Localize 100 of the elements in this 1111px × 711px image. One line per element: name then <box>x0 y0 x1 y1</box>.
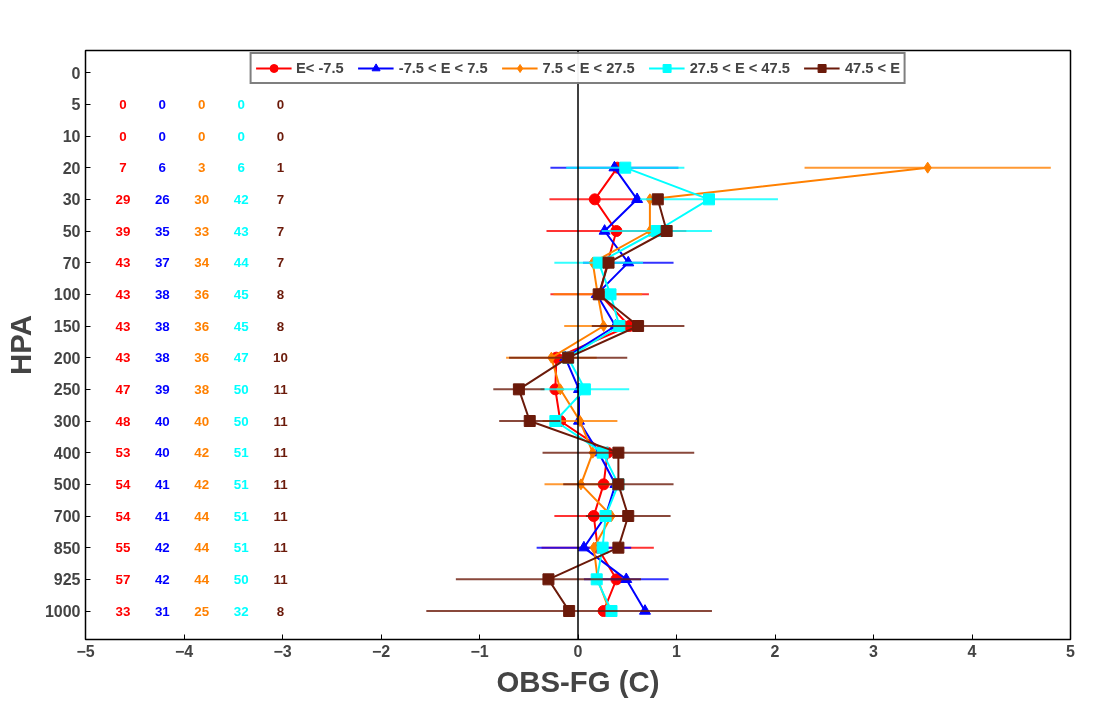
annotation: 0 <box>158 128 167 144</box>
annotation: 0 <box>119 96 127 112</box>
y-tick-label: 300 <box>53 413 81 430</box>
annotation: 42 <box>194 476 210 492</box>
y-tick-label: 50 <box>62 223 81 240</box>
annotation: 34 <box>194 255 210 271</box>
annotation: 43 <box>233 223 249 239</box>
annotation: 11 <box>273 571 289 587</box>
annotation: 0 <box>276 96 285 112</box>
x-tick-label: −2 <box>371 642 391 660</box>
annotation: 25 <box>194 603 210 619</box>
annotation: 3 <box>198 160 206 176</box>
annotation: 11 <box>273 540 289 556</box>
annotation: 57 <box>115 571 131 587</box>
annotation: 31 <box>154 603 171 619</box>
annotation: 7 <box>276 255 285 271</box>
annotation: 43 <box>115 318 131 334</box>
annotation: 1 <box>276 160 285 176</box>
y-tick-label: 925 <box>53 571 81 589</box>
annotation: 0 <box>198 96 206 112</box>
annotation: 43 <box>115 350 131 366</box>
annotation: 7 <box>119 160 127 176</box>
y-tick-label: 250 <box>53 381 81 399</box>
annotation: 11 <box>273 476 289 492</box>
y-tick-label: 150 <box>53 318 81 335</box>
legend-label: 7.5 < E < 27.5 <box>542 60 635 76</box>
y-tick-label: 1000 <box>44 603 81 620</box>
legend-label: 27.5 < E < 47.5 <box>689 60 790 76</box>
annotation: 54 <box>115 508 131 524</box>
y-axis-title: HPA <box>3 315 37 375</box>
annotation: 48 <box>115 413 131 429</box>
y-tick-label: 70 <box>62 254 81 272</box>
annotation: 6 <box>158 160 167 176</box>
y-tick-label: 5 <box>71 96 81 114</box>
annotation: 7 <box>276 223 285 239</box>
annotation: 40 <box>154 445 170 461</box>
annotation: 33 <box>115 603 131 619</box>
annotation: 37 <box>154 255 170 271</box>
annotation: 29 <box>115 191 131 207</box>
x-tick-label: 5 <box>1066 642 1076 660</box>
annotation: 44 <box>194 540 210 556</box>
annotation: 0 <box>237 128 245 144</box>
annotation: 47 <box>115 381 131 397</box>
annotation: 44 <box>194 508 210 524</box>
annotation: 53 <box>115 445 131 461</box>
x-tick-label: 0 <box>573 642 583 660</box>
annotation: 0 <box>237 96 245 112</box>
annotation: 40 <box>194 413 210 429</box>
annotation: 41 <box>154 476 171 492</box>
annotation: 38 <box>154 286 170 302</box>
annotation: 38 <box>194 381 210 397</box>
annotation: 36 <box>194 286 210 302</box>
annotation: 51 <box>233 508 250 524</box>
annotation: 42 <box>233 191 249 207</box>
annotation: 41 <box>154 508 171 524</box>
annotation: 43 <box>115 255 131 271</box>
annotation: 38 <box>154 318 170 334</box>
y-tick-label: 200 <box>53 349 81 367</box>
annotation: 32 <box>233 603 249 619</box>
annotation: 36 <box>194 350 210 366</box>
annotation: 8 <box>276 318 285 334</box>
annotation: 42 <box>154 540 170 556</box>
annotation: 45 <box>233 286 250 302</box>
x-tick-label: 1 <box>672 642 682 660</box>
y-tick-label: 400 <box>53 444 81 462</box>
annotation: 42 <box>194 445 210 461</box>
annotation: 11 <box>273 381 289 397</box>
annotation: 0 <box>158 96 167 112</box>
x-tick-label: −1 <box>470 642 489 660</box>
x-tick-label: 4 <box>967 642 977 660</box>
x-tick-label: −3 <box>273 642 292 660</box>
y-tick-label: 500 <box>53 476 81 494</box>
legend-label: E< -7.5 <box>296 60 344 76</box>
annotation: 0 <box>276 128 285 144</box>
annotation: 33 <box>194 223 210 239</box>
annotation: 0 <box>198 128 206 144</box>
annotation: 10 <box>273 350 288 366</box>
x-tick-label: −4 <box>174 642 194 660</box>
annotation: 11 <box>273 413 289 429</box>
x-tick-label: −5 <box>76 642 95 660</box>
legend-label: 47.5 < E <box>844 60 900 76</box>
annotation: 44 <box>233 255 250 271</box>
y-tick-label: 100 <box>53 286 81 304</box>
annotation: 11 <box>273 445 289 461</box>
annotation: 50 <box>233 381 249 397</box>
y-tick-label: 20 <box>62 159 81 177</box>
annotation: 39 <box>115 223 131 239</box>
legend-label: -7.5 < E < 7.5 <box>398 60 488 76</box>
annotation: 6 <box>237 160 245 176</box>
y-tick-label: 0 <box>71 64 81 82</box>
annotation: 8 <box>276 603 285 619</box>
annotation: 51 <box>233 445 250 461</box>
y-tick-label: 10 <box>62 128 81 145</box>
annotation: 11 <box>273 508 289 524</box>
annotation: 35 <box>154 223 171 239</box>
annotation: 43 <box>115 286 131 302</box>
annotation: 39 <box>154 381 170 397</box>
annotation: 8 <box>276 286 285 302</box>
annotation: 55 <box>115 540 131 556</box>
annotation: 45 <box>233 318 250 334</box>
